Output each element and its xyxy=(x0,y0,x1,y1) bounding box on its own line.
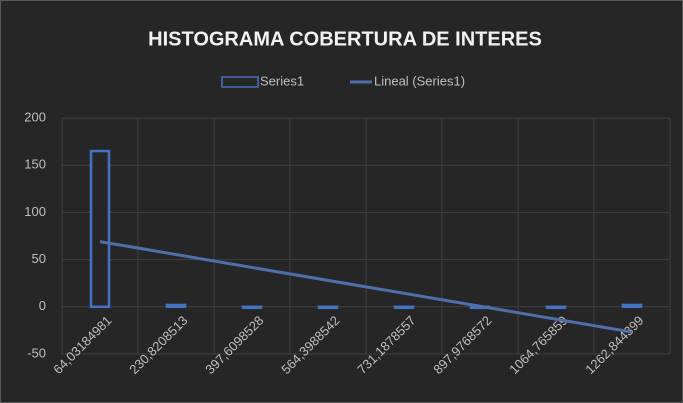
bar xyxy=(621,303,643,309)
bar xyxy=(317,305,339,310)
bar xyxy=(241,305,263,310)
y-tick-label: 0 xyxy=(39,298,46,313)
bar xyxy=(393,305,415,310)
y-tick-label: 150 xyxy=(24,157,46,172)
bar xyxy=(165,303,187,309)
y-tick-label: -50 xyxy=(27,345,46,360)
y-tick-label: 50 xyxy=(32,251,46,266)
bar xyxy=(545,305,567,310)
y-tick-label: 100 xyxy=(24,204,46,219)
legend-label: Lineal (Series1) xyxy=(374,73,465,88)
bar xyxy=(89,149,111,309)
legend-label: Series1 xyxy=(260,73,304,88)
y-tick-label: 200 xyxy=(24,109,46,124)
trendline xyxy=(99,240,633,334)
chart-title: HISTOGRAMA COBERTURA DE INTERES xyxy=(148,28,542,50)
legend-swatch xyxy=(221,76,259,88)
